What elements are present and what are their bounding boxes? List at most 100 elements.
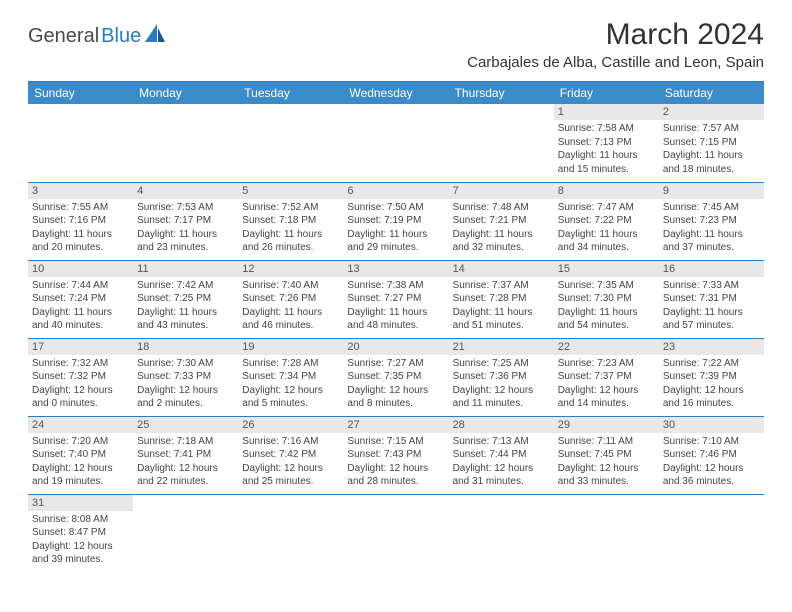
- day-number: [659, 495, 764, 511]
- day-number: 15: [554, 261, 659, 277]
- calendar-cell: 27Sunrise: 7:15 AMSunset: 7:43 PMDayligh…: [343, 416, 448, 494]
- day-number: 21: [449, 339, 554, 355]
- day-details: Sunrise: 7:22 AMSunset: 7:39 PMDaylight:…: [659, 355, 764, 415]
- day-number: 9: [659, 183, 764, 199]
- day-number: 17: [28, 339, 133, 355]
- calendar-cell: 7Sunrise: 7:48 AMSunset: 7:21 PMDaylight…: [449, 182, 554, 260]
- day-number: 20: [343, 339, 448, 355]
- day-number: 10: [28, 261, 133, 277]
- page-title: March 2024: [467, 18, 764, 52]
- day-number: [133, 495, 238, 511]
- day-details: Sunrise: 7:44 AMSunset: 7:24 PMDaylight:…: [28, 277, 133, 337]
- weekday-header: Wednesday: [343, 82, 448, 104]
- day-details: Sunrise: 7:48 AMSunset: 7:21 PMDaylight:…: [449, 199, 554, 259]
- day-number: 29: [554, 417, 659, 433]
- day-details: Sunrise: 7:27 AMSunset: 7:35 PMDaylight:…: [343, 355, 448, 415]
- weekday-header: Sunday: [28, 82, 133, 104]
- day-details: Sunrise: 7:13 AMSunset: 7:44 PMDaylight:…: [449, 433, 554, 493]
- day-details: Sunrise: 7:15 AMSunset: 7:43 PMDaylight:…: [343, 433, 448, 493]
- calendar-cell: 31Sunrise: 8:08 AMSunset: 8:47 PMDayligh…: [28, 494, 133, 572]
- calendar-cell: [133, 104, 238, 182]
- calendar-row: 10Sunrise: 7:44 AMSunset: 7:24 PMDayligh…: [28, 260, 764, 338]
- day-details: Sunrise: 7:55 AMSunset: 7:16 PMDaylight:…: [28, 199, 133, 259]
- day-details: Sunrise: 7:33 AMSunset: 7:31 PMDaylight:…: [659, 277, 764, 337]
- day-details: Sunrise: 7:38 AMSunset: 7:27 PMDaylight:…: [343, 277, 448, 337]
- day-number: 27: [343, 417, 448, 433]
- weekday-header-row: SundayMondayTuesdayWednesdayThursdayFrid…: [28, 82, 764, 104]
- day-number: 22: [554, 339, 659, 355]
- day-details: Sunrise: 7:47 AMSunset: 7:22 PMDaylight:…: [554, 199, 659, 259]
- day-number: [28, 104, 133, 120]
- calendar-cell: 28Sunrise: 7:13 AMSunset: 7:44 PMDayligh…: [449, 416, 554, 494]
- calendar-cell: 15Sunrise: 7:35 AMSunset: 7:30 PMDayligh…: [554, 260, 659, 338]
- weekday-header: Monday: [133, 82, 238, 104]
- day-details: Sunrise: 7:53 AMSunset: 7:17 PMDaylight:…: [133, 199, 238, 259]
- calendar-row: 31Sunrise: 8:08 AMSunset: 8:47 PMDayligh…: [28, 494, 764, 572]
- day-details: Sunrise: 7:28 AMSunset: 7:34 PMDaylight:…: [238, 355, 343, 415]
- day-number: 6: [343, 183, 448, 199]
- calendar-row: 1Sunrise: 7:58 AMSunset: 7:13 PMDaylight…: [28, 104, 764, 182]
- weekday-header: Friday: [554, 82, 659, 104]
- calendar-cell: 29Sunrise: 7:11 AMSunset: 7:45 PMDayligh…: [554, 416, 659, 494]
- calendar-cell: 3Sunrise: 7:55 AMSunset: 7:16 PMDaylight…: [28, 182, 133, 260]
- calendar-cell: 6Sunrise: 7:50 AMSunset: 7:19 PMDaylight…: [343, 182, 448, 260]
- logo-text-general: General: [28, 25, 99, 48]
- calendar-cell: 23Sunrise: 7:22 AMSunset: 7:39 PMDayligh…: [659, 338, 764, 416]
- day-number: 31: [28, 495, 133, 511]
- day-details: Sunrise: 7:50 AMSunset: 7:19 PMDaylight:…: [343, 199, 448, 259]
- day-details: Sunrise: 7:20 AMSunset: 7:40 PMDaylight:…: [28, 433, 133, 493]
- weekday-header: Thursday: [449, 82, 554, 104]
- calendar-cell: 30Sunrise: 7:10 AMSunset: 7:46 PMDayligh…: [659, 416, 764, 494]
- calendar-cell: [238, 494, 343, 572]
- calendar-cell: 12Sunrise: 7:40 AMSunset: 7:26 PMDayligh…: [238, 260, 343, 338]
- day-number: 7: [449, 183, 554, 199]
- day-details: Sunrise: 7:57 AMSunset: 7:15 PMDaylight:…: [659, 120, 764, 180]
- calendar-cell: 2Sunrise: 7:57 AMSunset: 7:15 PMDaylight…: [659, 104, 764, 182]
- day-number: 14: [449, 261, 554, 277]
- title-block: March 2024 Carbajales de Alba, Castille …: [467, 18, 764, 71]
- calendar-cell: 5Sunrise: 7:52 AMSunset: 7:18 PMDaylight…: [238, 182, 343, 260]
- day-number: 5: [238, 183, 343, 199]
- day-number: 3: [28, 183, 133, 199]
- day-number: [554, 495, 659, 511]
- day-number: 24: [28, 417, 133, 433]
- day-number: 19: [238, 339, 343, 355]
- day-details: Sunrise: 7:40 AMSunset: 7:26 PMDaylight:…: [238, 277, 343, 337]
- calendar-cell: [449, 494, 554, 572]
- day-number: 8: [554, 183, 659, 199]
- day-number: 23: [659, 339, 764, 355]
- day-details: Sunrise: 7:58 AMSunset: 7:13 PMDaylight:…: [554, 120, 659, 180]
- calendar-cell: [554, 494, 659, 572]
- day-details: Sunrise: 7:23 AMSunset: 7:37 PMDaylight:…: [554, 355, 659, 415]
- calendar-cell: [28, 104, 133, 182]
- day-details: Sunrise: 7:37 AMSunset: 7:28 PMDaylight:…: [449, 277, 554, 337]
- logo: General Blue: [28, 24, 167, 49]
- day-number: [133, 104, 238, 120]
- calendar-cell: 11Sunrise: 7:42 AMSunset: 7:25 PMDayligh…: [133, 260, 238, 338]
- day-details: Sunrise: 7:30 AMSunset: 7:33 PMDaylight:…: [133, 355, 238, 415]
- day-number: [449, 495, 554, 511]
- day-details: Sunrise: 8:08 AMSunset: 8:47 PMDaylight:…: [28, 511, 133, 571]
- day-number: 12: [238, 261, 343, 277]
- calendar-cell: 21Sunrise: 7:25 AMSunset: 7:36 PMDayligh…: [449, 338, 554, 416]
- calendar-cell: 17Sunrise: 7:32 AMSunset: 7:32 PMDayligh…: [28, 338, 133, 416]
- calendar-cell: 19Sunrise: 7:28 AMSunset: 7:34 PMDayligh…: [238, 338, 343, 416]
- day-details: Sunrise: 7:25 AMSunset: 7:36 PMDaylight:…: [449, 355, 554, 415]
- day-details: Sunrise: 7:16 AMSunset: 7:42 PMDaylight:…: [238, 433, 343, 493]
- calendar-cell: 18Sunrise: 7:30 AMSunset: 7:33 PMDayligh…: [133, 338, 238, 416]
- calendar-cell: [659, 494, 764, 572]
- calendar-body: 1Sunrise: 7:58 AMSunset: 7:13 PMDaylight…: [28, 104, 764, 572]
- calendar-cell: 8Sunrise: 7:47 AMSunset: 7:22 PMDaylight…: [554, 182, 659, 260]
- day-details: Sunrise: 7:45 AMSunset: 7:23 PMDaylight:…: [659, 199, 764, 259]
- day-number: 2: [659, 104, 764, 120]
- day-details: Sunrise: 7:18 AMSunset: 7:41 PMDaylight:…: [133, 433, 238, 493]
- day-number: 25: [133, 417, 238, 433]
- day-details: Sunrise: 7:52 AMSunset: 7:18 PMDaylight:…: [238, 199, 343, 259]
- day-details: Sunrise: 7:32 AMSunset: 7:32 PMDaylight:…: [28, 355, 133, 415]
- day-number: 1: [554, 104, 659, 120]
- calendar-row: 17Sunrise: 7:32 AMSunset: 7:32 PMDayligh…: [28, 338, 764, 416]
- calendar-cell: [449, 104, 554, 182]
- calendar-cell: 26Sunrise: 7:16 AMSunset: 7:42 PMDayligh…: [238, 416, 343, 494]
- calendar-cell: 1Sunrise: 7:58 AMSunset: 7:13 PMDaylight…: [554, 104, 659, 182]
- calendar-cell: [238, 104, 343, 182]
